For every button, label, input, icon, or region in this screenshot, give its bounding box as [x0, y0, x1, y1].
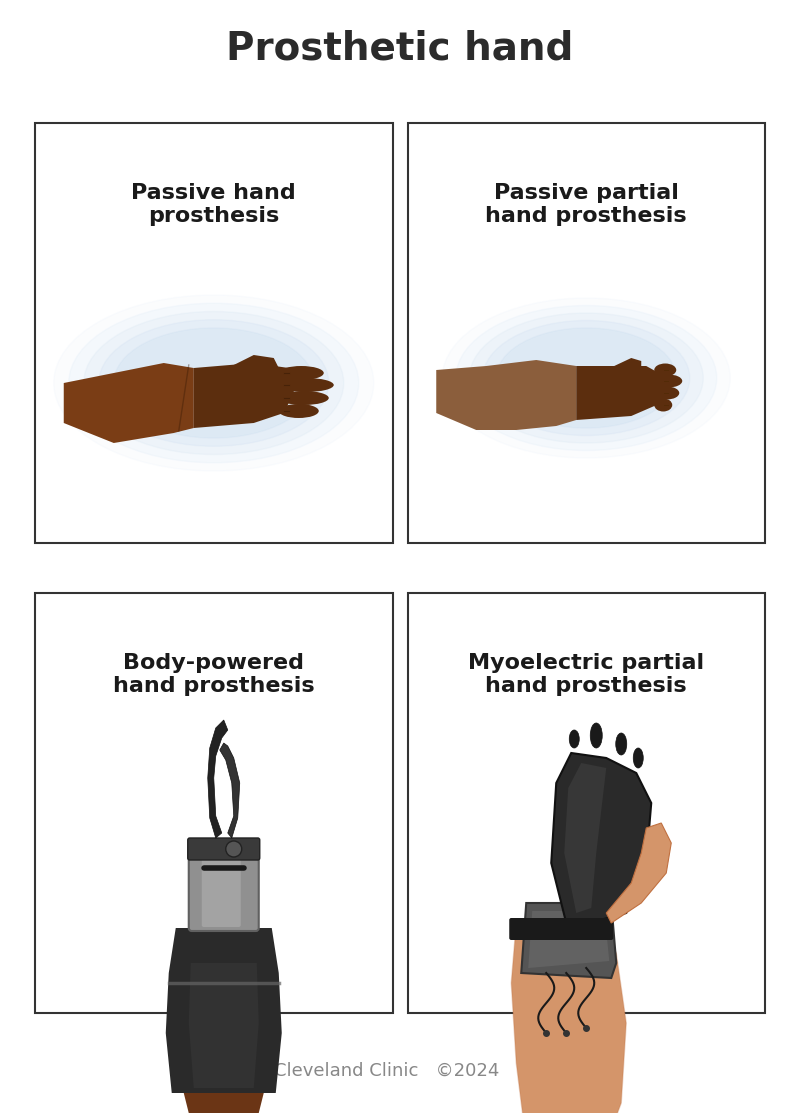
Polygon shape	[551, 754, 651, 923]
Ellipse shape	[278, 391, 329, 405]
Polygon shape	[64, 363, 194, 443]
Circle shape	[226, 841, 242, 857]
Ellipse shape	[590, 723, 602, 748]
Polygon shape	[564, 764, 606, 913]
FancyBboxPatch shape	[407, 593, 765, 1013]
Ellipse shape	[442, 298, 730, 459]
Text: Prosthetic hand: Prosthetic hand	[226, 29, 574, 67]
FancyBboxPatch shape	[35, 593, 393, 1013]
Polygon shape	[576, 366, 666, 420]
Ellipse shape	[482, 321, 690, 435]
Ellipse shape	[278, 366, 324, 380]
Ellipse shape	[654, 386, 679, 400]
Ellipse shape	[496, 328, 676, 429]
Text: Passive partial
hand prosthesis: Passive partial hand prosthesis	[486, 183, 687, 226]
Ellipse shape	[654, 374, 682, 387]
Text: Myoelectric partial
hand prosthesis: Myoelectric partial hand prosthesis	[468, 653, 704, 697]
FancyBboxPatch shape	[188, 838, 260, 860]
Ellipse shape	[54, 295, 374, 471]
Polygon shape	[614, 358, 642, 370]
Text: Cleveland Clinic   ©2024: Cleveland Clinic ©2024	[274, 1062, 499, 1080]
FancyBboxPatch shape	[202, 849, 241, 927]
Polygon shape	[208, 720, 228, 838]
Ellipse shape	[98, 319, 329, 446]
Ellipse shape	[278, 404, 318, 418]
Polygon shape	[522, 903, 616, 978]
Polygon shape	[174, 933, 274, 1113]
Ellipse shape	[278, 378, 334, 392]
Polygon shape	[220, 743, 240, 838]
FancyBboxPatch shape	[510, 918, 614, 940]
FancyBboxPatch shape	[407, 124, 765, 543]
Ellipse shape	[616, 733, 626, 755]
Ellipse shape	[456, 305, 717, 451]
Polygon shape	[511, 913, 626, 1113]
Polygon shape	[436, 359, 576, 430]
Polygon shape	[189, 963, 258, 1089]
Ellipse shape	[654, 398, 672, 412]
Ellipse shape	[470, 313, 703, 443]
Ellipse shape	[654, 364, 676, 376]
Ellipse shape	[114, 328, 314, 439]
Text: Body-powered
hand prosthesis: Body-powered hand prosthesis	[113, 653, 314, 697]
Ellipse shape	[84, 312, 344, 454]
Ellipse shape	[69, 303, 358, 463]
Polygon shape	[166, 928, 282, 1093]
Ellipse shape	[570, 730, 579, 748]
FancyBboxPatch shape	[35, 124, 393, 543]
FancyBboxPatch shape	[189, 845, 258, 930]
Polygon shape	[528, 912, 610, 968]
Text: Passive hand
prosthesis: Passive hand prosthesis	[131, 183, 296, 226]
Polygon shape	[606, 823, 671, 923]
Polygon shape	[234, 355, 278, 371]
Ellipse shape	[634, 748, 643, 768]
Polygon shape	[194, 363, 294, 429]
